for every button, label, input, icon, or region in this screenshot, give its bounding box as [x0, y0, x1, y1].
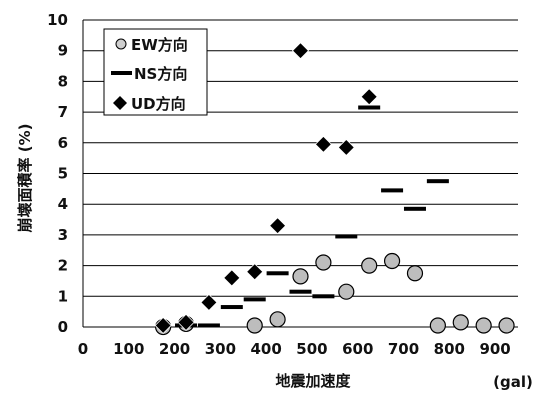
point-ud: [269, 217, 287, 235]
legend-marker-ud: [113, 96, 127, 110]
point-ew: [246, 317, 263, 334]
point-ns: [289, 289, 312, 294]
y-tick-label: 5: [58, 165, 68, 183]
point-ns: [312, 294, 335, 299]
y-tick-label: 9: [58, 42, 68, 60]
point-ns: [358, 105, 381, 110]
y-tick-label: 7: [58, 103, 68, 121]
x-tick-label: 500: [296, 340, 327, 358]
y-tick-label: 0: [58, 318, 68, 336]
legend: EW方向 NS方向 UD方向: [103, 28, 208, 116]
point-ud: [246, 263, 264, 281]
point-ud: [154, 316, 172, 335]
legend-label-ns: NS方向: [134, 65, 187, 83]
point-ns: [381, 188, 404, 193]
legend-label-ud: UD方向: [131, 95, 186, 113]
point-ew: [383, 252, 401, 270]
legend-marker-ew: [115, 38, 127, 50]
point-ns: [197, 323, 220, 328]
point-ew: [429, 317, 446, 334]
point-ud: [337, 138, 355, 156]
y-axis-title: 崩壊面積率 (%): [16, 124, 34, 233]
x-tick-label: 100: [113, 340, 144, 358]
point-ew: [269, 311, 286, 328]
legend-item-ew: EW方向: [115, 36, 188, 54]
point-ns: [220, 305, 243, 310]
y-tick-label: 3: [58, 226, 68, 244]
y-tick-label: 2: [58, 257, 68, 275]
point-ud: [223, 269, 241, 287]
point-ns: [243, 297, 266, 302]
x-tick-label: 0: [78, 340, 88, 358]
point-ud: [177, 313, 195, 331]
point-ns: [403, 206, 426, 211]
x-tick-label: 600: [342, 340, 373, 358]
point-ns: [426, 179, 449, 184]
point-ud: [314, 135, 332, 153]
x-axis-unit: (gal): [493, 373, 533, 391]
y-tick-label: 4: [58, 195, 68, 213]
x-tick-label: 300: [205, 340, 236, 358]
legend-label-ew: EW方向: [131, 36, 188, 54]
x-tick-label: 800: [434, 340, 465, 358]
y-tick-label: 6: [58, 134, 68, 152]
x-tick-label: 900: [479, 340, 510, 358]
point-ew: [406, 265, 424, 282]
point-ew: [452, 314, 469, 331]
y-tick-label: 1: [58, 287, 68, 305]
legend-item-ns: NS方向: [111, 65, 187, 83]
point-ew: [475, 317, 492, 334]
point-ew: [315, 254, 332, 271]
x-tick-label: 200: [159, 340, 190, 358]
x-tick-label: 700: [388, 340, 419, 358]
y-tick-label: 10: [47, 11, 68, 29]
point-ud: [291, 42, 310, 60]
x-tick-label: 400: [251, 340, 282, 358]
point-ew: [338, 283, 355, 300]
legend-marker-ns: [111, 71, 132, 75]
x-axis-title: 地震加速度: [275, 372, 351, 390]
data-points: [154, 42, 515, 336]
point-ud: [200, 293, 218, 312]
point-ns: [335, 234, 358, 239]
legend-item-ud: UD方向: [113, 95, 186, 113]
point-ew: [498, 317, 515, 334]
y-tick-label: 8: [58, 72, 68, 90]
point-ew: [292, 268, 309, 285]
point-ns: [266, 271, 289, 276]
point-ew: [361, 257, 378, 274]
point-ud: [360, 88, 378, 106]
